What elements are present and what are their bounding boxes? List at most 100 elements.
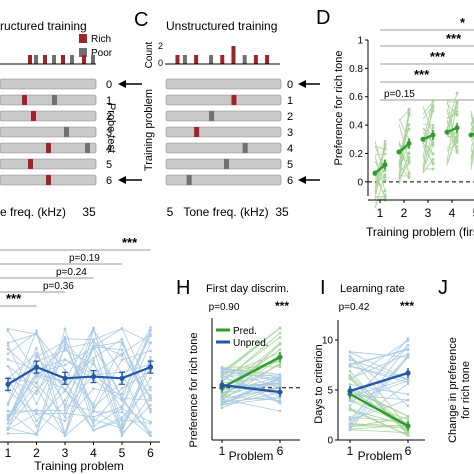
mean-point-last-3 xyxy=(454,125,460,131)
indiv-line-13-4 xyxy=(470,150,474,170)
indiv-point-14-2 xyxy=(431,123,435,127)
indiv-point-19-5 xyxy=(149,326,152,329)
indiv-line-11 xyxy=(7,338,151,420)
x-tick-label-1: 6 xyxy=(277,444,284,458)
mean-point-5 xyxy=(147,364,154,370)
x-tick-label-2: 3 xyxy=(425,206,432,220)
x-tick-label-4: 5 xyxy=(119,446,126,460)
panel-g-plot xyxy=(5,326,154,438)
panel-h-legend: Pred.Unpred. xyxy=(216,326,269,349)
indiv-point-11-2 xyxy=(431,167,435,171)
indiv-line-11-1 xyxy=(398,175,410,177)
panel-d-letter: D xyxy=(316,7,330,29)
train-row-label-6: 6 xyxy=(287,175,293,187)
indiv-point-29-3 xyxy=(92,421,95,424)
indiv-point-5-4 xyxy=(120,358,124,362)
indiv-point-5-0 xyxy=(383,152,387,156)
indiv-line-1-19 xyxy=(349,338,409,406)
mean-point-0-1 xyxy=(405,423,411,429)
indiv-point-b-1-9 xyxy=(406,393,410,396)
indiv-point-19-2 xyxy=(63,343,67,347)
mean-point-1-1 xyxy=(405,370,411,376)
indiv-point-a-0-12 xyxy=(220,406,224,410)
indiv-point-b-1-18 xyxy=(406,343,410,347)
indiv-point-4-2 xyxy=(63,340,67,343)
hist-bar-8 xyxy=(265,55,270,64)
indiv-point-12-3 xyxy=(455,140,459,144)
indiv-point-17-1 xyxy=(407,127,411,131)
indiv-point-a-1-16 xyxy=(348,354,352,358)
mean-line-1 xyxy=(221,383,281,394)
panel-c-letter: C xyxy=(134,9,148,31)
train-row-label-1: 1 xyxy=(287,95,293,107)
indiv-point-a-1-19 xyxy=(348,404,352,407)
indiv-line-1-13 xyxy=(349,351,409,358)
indiv-line-15-1 xyxy=(398,157,410,175)
panel-i-ylabel: Days to criterion xyxy=(313,344,325,423)
indiv-line-20-1 xyxy=(398,164,410,178)
indiv-point-3-1 xyxy=(407,107,411,111)
sig-label-2: p=0.24 xyxy=(56,267,87,278)
indiv-point-15-1 xyxy=(407,156,411,159)
indiv-point-29-0 xyxy=(6,418,10,421)
indiv-point-20-0 xyxy=(6,432,10,435)
legend-swatch-rich xyxy=(79,34,87,43)
panel-i-y-axis: 0 5 10 xyxy=(322,320,339,447)
indiv-point-14-5 xyxy=(149,398,152,402)
probe-arrow-head-0 xyxy=(118,80,126,88)
sig-label-4: *** xyxy=(122,235,138,250)
panel-h: H First day discrim. Preference for rich… xyxy=(176,277,300,463)
indiv-point-18-5 xyxy=(149,385,152,389)
hist-bar-1 xyxy=(34,55,38,64)
x-tick-label-3: 4 xyxy=(90,446,97,460)
panel-h-letter: H xyxy=(176,277,190,299)
mean-line-1 xyxy=(349,371,409,393)
indiv-line-21-4 xyxy=(470,142,474,147)
probe-row-0 xyxy=(0,78,97,90)
indiv-line-1-11 xyxy=(221,397,281,406)
hist-bar-2 xyxy=(194,55,199,64)
indiv-line-1-21 xyxy=(221,377,281,404)
panel-h-plot xyxy=(211,318,300,440)
indiv-point-19-2 xyxy=(431,98,435,102)
train-row-1 xyxy=(165,94,282,106)
indiv-point-8-3 xyxy=(455,109,459,113)
probe-arrow-head-6 xyxy=(118,176,126,184)
indiv-line-14-2 xyxy=(422,123,434,126)
indiv-point-18-0 xyxy=(6,347,10,351)
indiv-point-10-3 xyxy=(92,424,95,428)
indiv-point-b-1-10 xyxy=(278,402,282,405)
hist-bar-1 xyxy=(182,55,187,64)
x-tick-label-0: 1 xyxy=(219,444,226,458)
indiv-line-12-4 xyxy=(470,114,474,129)
indiv-point-11-3 xyxy=(92,356,95,360)
rich-marker-5-0 xyxy=(28,159,33,169)
panel-c-count-label: Count xyxy=(144,41,155,68)
rich-marker-3-0 xyxy=(194,127,200,137)
indiv-point-21-2 xyxy=(63,406,67,409)
indiv-point-b-0-17 xyxy=(278,365,282,369)
indiv-line-1-23 xyxy=(221,395,281,401)
mean-point-0-1 xyxy=(277,354,283,360)
indiv-point-a-0-17 xyxy=(348,369,352,373)
mean-point-first-2 xyxy=(420,136,426,142)
indiv-line-27 xyxy=(7,333,151,428)
indiv-point-26-2 xyxy=(63,419,67,423)
indiv-line-9-4 xyxy=(470,128,474,131)
indiv-point-b-0-23 xyxy=(278,342,282,346)
indiv-point-26-1 xyxy=(35,408,38,412)
panel-d-y-axis: 0 0.2 0.4 0.6 0.8 1 xyxy=(349,36,369,196)
x-tick-label-4: 5 xyxy=(473,206,474,220)
indiv-line-1 xyxy=(7,330,151,418)
panel-i: I Learning rate Days to criterion p=0.42… xyxy=(313,277,425,463)
indiv-point-20-2 xyxy=(63,399,67,402)
mean-point-3 xyxy=(90,373,97,380)
x-tick-label-3: 4 xyxy=(449,206,456,220)
indiv-point-27-5 xyxy=(149,332,152,336)
indiv-point-22-0 xyxy=(6,409,10,413)
mean-point-first-4 xyxy=(468,132,474,138)
indiv-point-b-0-22 xyxy=(278,331,282,335)
indiv-point-3-1 xyxy=(35,385,38,389)
indiv-point-18-0 xyxy=(383,193,387,197)
indiv-line-2 xyxy=(7,327,151,395)
